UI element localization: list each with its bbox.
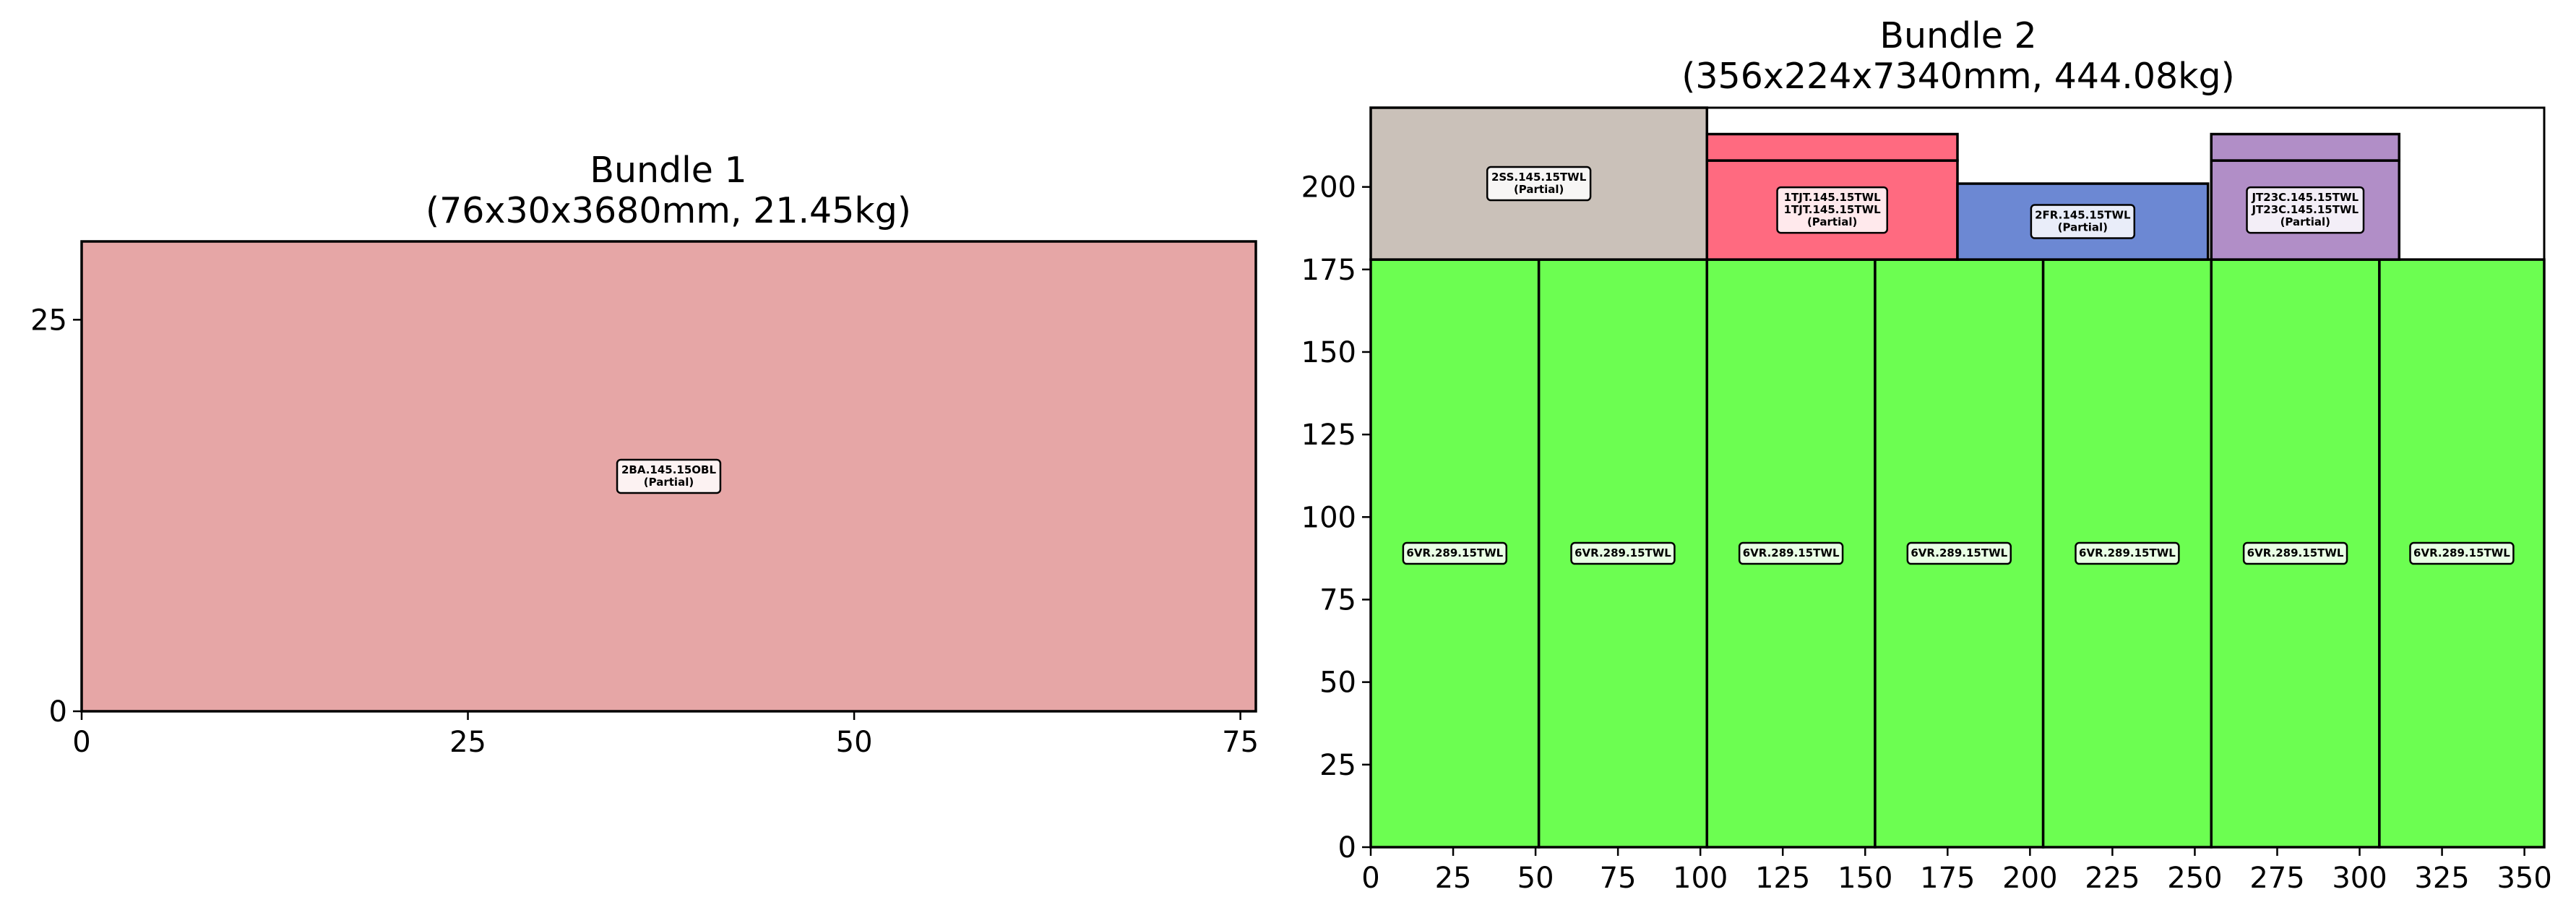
item-label-text: 6VR.289.15TWL (1406, 546, 1503, 559)
x-tick-label: 25 (1435, 862, 1472, 895)
x-tick-label: 350 (2497, 862, 2551, 895)
item-label-text: 1TJT.145.15TWL (1784, 203, 1882, 216)
item-label-text: 2BA.145.15OBL (621, 463, 717, 476)
y-tick-label: 75 (1319, 583, 1356, 617)
y-tick-label: 0 (49, 695, 67, 729)
y-tick-label: 25 (30, 304, 67, 337)
item-label-box (2409, 541, 2515, 565)
x-tick-label: 200 (2002, 862, 2057, 895)
item-label-box (1776, 186, 1889, 234)
chart-2-subtitle: (356x224x7340mm, 444.08kg) (1681, 56, 2235, 97)
x-tick-label: 100 (1673, 862, 1728, 895)
y-tick-label: 200 (1301, 171, 1356, 205)
x-tick-label: 50 (836, 726, 873, 759)
x-tick-label: 150 (1838, 862, 1892, 895)
y-tick-label: 50 (1319, 666, 1356, 700)
item-label-box (616, 458, 722, 494)
item-label-box (2075, 541, 2180, 565)
x-tick-label: 0 (72, 726, 90, 759)
x-tick-label: 50 (1517, 862, 1554, 895)
y-tick-label: 0 (1338, 831, 1356, 865)
x-tick-label: 225 (2085, 862, 2140, 895)
item-label-text: 2FR.145.15TWL (2035, 209, 2131, 222)
item-label-text: 6VR.289.15TWL (2247, 546, 2344, 559)
x-tick-label: 125 (1755, 862, 1810, 895)
x-tick-label: 275 (2249, 862, 2304, 895)
x-tick-label: 25 (449, 726, 486, 759)
chart-2-title: Bundle 2 (1879, 15, 2036, 56)
item-label-box (1738, 541, 1844, 565)
chart-1-title: Bundle 1 (590, 150, 746, 191)
item-label-text: JT23C.145.15TWL (2251, 191, 2359, 204)
chart-1-subtitle: (76x30x3680mm, 21.45kg) (426, 190, 911, 231)
item-label-box (2242, 541, 2348, 565)
item-label-text: (Partial) (2280, 215, 2330, 228)
item-label-box (1402, 541, 1508, 565)
x-tick-label: 75 (1222, 726, 1259, 759)
item-label-text: (Partial) (644, 476, 694, 489)
item-label-text: 6VR.289.15TWL (1575, 546, 1671, 559)
x-tick-label: 0 (1361, 862, 1379, 895)
y-tick-label: 125 (1301, 419, 1356, 452)
item-label-text: (Partial) (1807, 215, 1857, 228)
item-label-text: 6VR.289.15TWL (2079, 546, 2176, 559)
item-label-box (1906, 541, 2012, 565)
y-tick-label: 175 (1301, 254, 1356, 287)
item-label-text: 6VR.289.15TWL (1911, 546, 2007, 559)
bundle-item-box (1705, 132, 1959, 162)
y-tick-label: 150 (1301, 336, 1356, 369)
y-tick-label: 25 (1319, 749, 1356, 782)
x-tick-label: 325 (2414, 862, 2469, 895)
item-label-text: 1TJT.145.15TWL (1784, 191, 1882, 204)
x-tick-label: 250 (2167, 862, 2222, 895)
chart-bundle-1: Bundle 1 (76x30x3680mm, 21.45kg) 2BA.145… (30, 150, 1259, 759)
bundle-item-box (2210, 132, 2401, 162)
x-tick-label: 75 (1600, 862, 1637, 895)
item-label-text: JT23C.145.15TWL (2251, 203, 2359, 216)
item-label-text: 6VR.289.15TWL (2413, 546, 2510, 559)
x-tick-label: 300 (2332, 862, 2387, 895)
y-tick-label: 100 (1301, 501, 1356, 534)
chart-bundle-2: Bundle 2 (356x224x7340mm, 444.08kg) 6VR.… (1301, 15, 2552, 895)
axes-frame (1369, 106, 2546, 849)
item-label-text: (Partial) (1514, 183, 1564, 196)
item-label-box (2246, 186, 2365, 234)
axes-frame (80, 240, 1257, 713)
item-label-box (1486, 166, 1592, 202)
item-label-box (1570, 541, 1676, 565)
item-label-text: 2SS.145.15TWL (1491, 171, 1587, 184)
item-label-box (2030, 204, 2136, 239)
x-tick-label: 175 (1920, 862, 1975, 895)
item-label-text: (Partial) (2058, 221, 2108, 234)
item-label-text: 6VR.289.15TWL (1743, 546, 1840, 559)
